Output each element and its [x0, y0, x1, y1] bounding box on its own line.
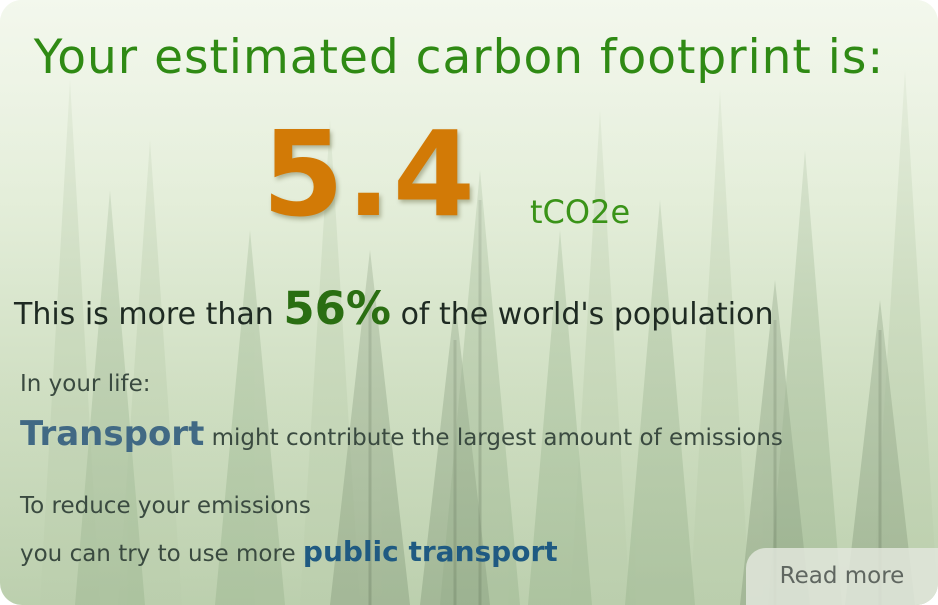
- footprint-value: 5.4: [262, 105, 478, 243]
- largest-emission-category: Transport might contribute the largest a…: [20, 414, 783, 454]
- population-comparison: This is more than 56% of the world's pop…: [14, 282, 773, 335]
- reduce-line-2: you can try to use more public transport: [20, 535, 558, 568]
- reduce-line-2-prefix: you can try to use more: [20, 541, 296, 567]
- reduction-tip: public transport: [302, 535, 558, 568]
- comparison-prefix: This is more than: [14, 297, 274, 332]
- life-label: In your life:: [20, 371, 151, 397]
- read-more-button[interactable]: Read more: [746, 548, 938, 605]
- reduce-line-1: To reduce your emissions: [20, 493, 311, 519]
- footprint-unit: tCO2e: [530, 193, 631, 231]
- emission-category-suffix: might contribute the largest amount of e…: [211, 425, 783, 451]
- comparison-percent: 56%: [283, 282, 392, 335]
- result-headline: Your estimated carbon footprint is:: [33, 30, 885, 85]
- emission-category: Transport: [20, 414, 205, 454]
- comparison-suffix: of the world's population: [400, 297, 774, 332]
